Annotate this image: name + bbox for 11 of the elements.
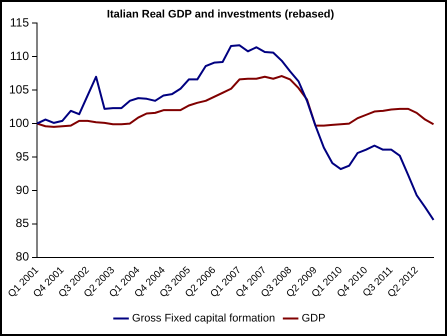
y-tick-label: 100 bbox=[8, 116, 30, 130]
legend-label: Gross Fixed capital formation bbox=[132, 312, 276, 325]
y-tick-label: 110 bbox=[10, 48, 30, 63]
y-tick-label: 85 bbox=[16, 216, 30, 230]
y-tick-label: 115 bbox=[10, 16, 30, 30]
y-tick-label: 80 bbox=[16, 250, 30, 264]
y-tick-label: 105 bbox=[8, 82, 30, 96]
y-tick-label: 95 bbox=[16, 149, 30, 164]
chart-title: Italian Real GDP and investments (rebased) bbox=[106, 8, 334, 21]
legend-label: GDP bbox=[302, 312, 326, 325]
y-tick-label: 90 bbox=[16, 182, 30, 197]
